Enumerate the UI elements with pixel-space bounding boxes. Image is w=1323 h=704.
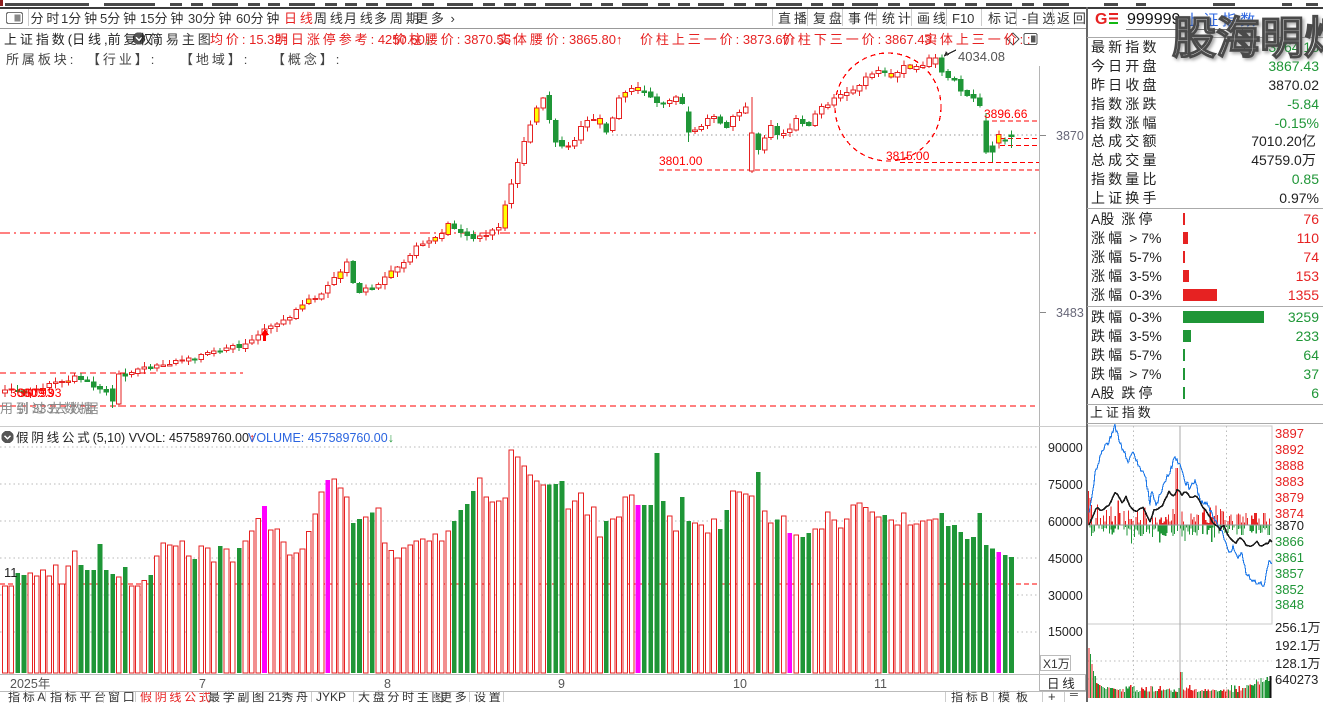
svg-text:股海明灯: 股海明灯 [1172,14,1323,63]
